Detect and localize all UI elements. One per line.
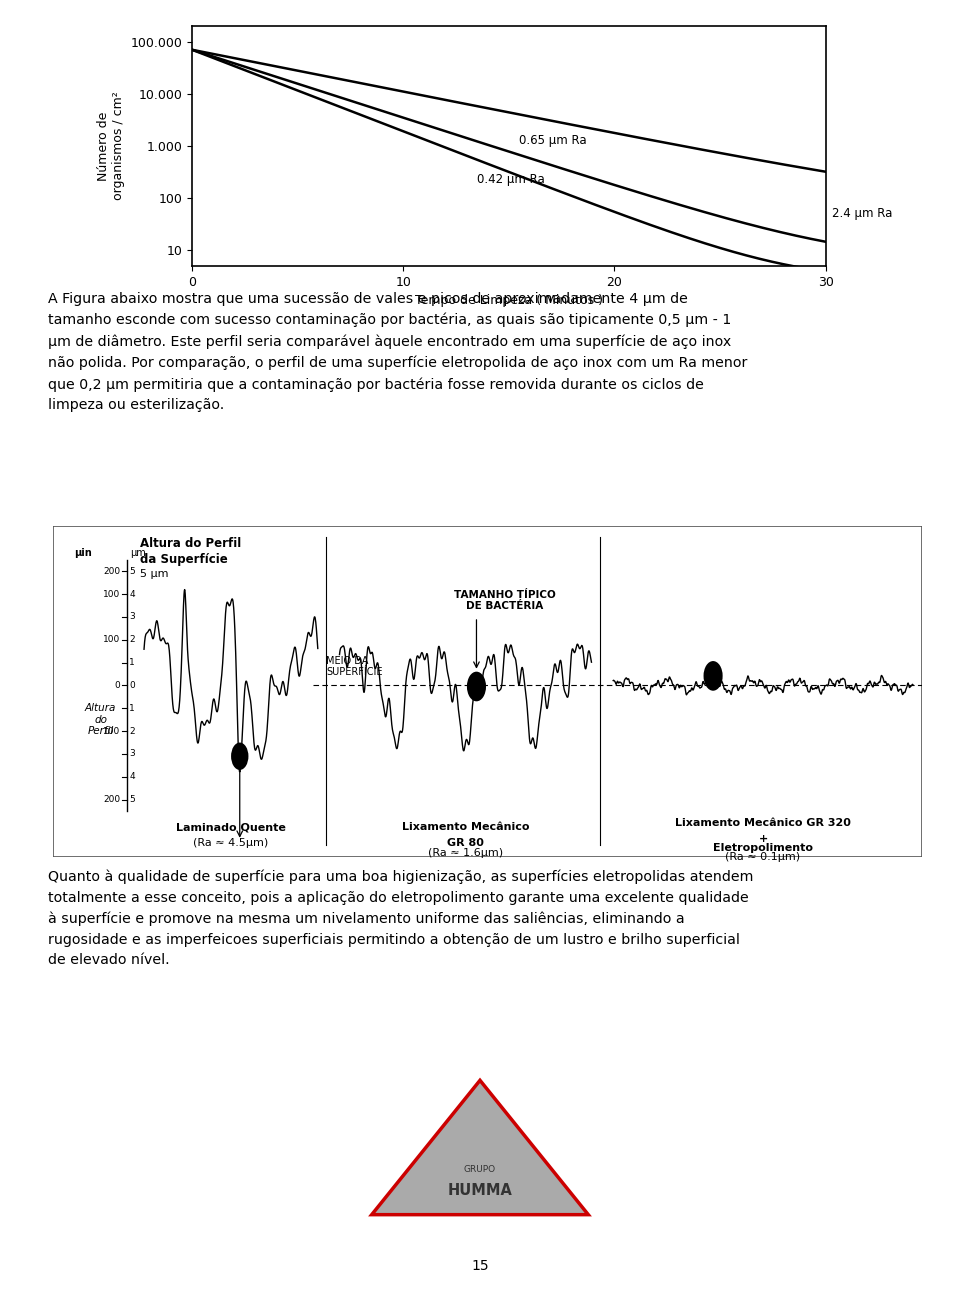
Text: 5: 5 <box>130 567 135 576</box>
Text: Quanto à qualidade de superfície para uma boa higienização, as superfícies eletr: Quanto à qualidade de superfície para um… <box>48 870 754 967</box>
Text: A Figura abaixo mostra que uma sucessão de vales e picos de aproximadamente 4 µm: A Figura abaixo mostra que uma sucessão … <box>48 292 748 413</box>
Text: Lixamento Mecânico GR 320: Lixamento Mecânico GR 320 <box>675 818 851 828</box>
Text: 1: 1 <box>130 704 135 713</box>
Text: 5: 5 <box>130 796 135 805</box>
Text: Laminado Quente: Laminado Quente <box>176 823 286 832</box>
Text: GR 80: GR 80 <box>447 839 484 849</box>
Text: µin: µin <box>74 548 92 558</box>
Text: (Ra ≈ 4.5µm): (Ra ≈ 4.5µm) <box>193 839 269 849</box>
Text: 3: 3 <box>130 613 135 622</box>
Text: 5 µm: 5 µm <box>140 569 168 579</box>
Text: MEIO DA
SUPERFÍCIE: MEIO DA SUPERFÍCIE <box>326 655 383 678</box>
Text: 0.42 µm Ra: 0.42 µm Ra <box>477 174 545 187</box>
Text: 3: 3 <box>130 749 135 758</box>
Text: HUMMA: HUMMA <box>447 1184 513 1198</box>
Ellipse shape <box>467 671 486 701</box>
Text: da Superfície: da Superfície <box>140 553 228 566</box>
Text: 2: 2 <box>130 727 134 736</box>
Text: 100: 100 <box>104 635 121 644</box>
Text: TAMANHO TÍPICO
DE BACTÉRIA: TAMANHO TÍPICO DE BACTÉRIA <box>454 589 556 611</box>
X-axis label: Tempo de Limpeza ( Minutos ): Tempo de Limpeza ( Minutos ) <box>415 295 603 308</box>
Text: 100: 100 <box>104 589 121 598</box>
Text: 4: 4 <box>130 772 134 781</box>
Text: µm: µm <box>131 548 146 558</box>
Ellipse shape <box>231 742 249 770</box>
Ellipse shape <box>704 661 723 691</box>
Text: 200: 200 <box>104 567 121 576</box>
Text: Eletropolimento: Eletropolimento <box>713 842 813 853</box>
Text: Lixamento Mecânico: Lixamento Mecânico <box>401 823 529 832</box>
Text: GRUPO: GRUPO <box>464 1166 496 1175</box>
Text: 0.65 µm Ra: 0.65 µm Ra <box>519 134 587 147</box>
Text: 0: 0 <box>130 681 135 691</box>
Text: 4: 4 <box>130 589 134 598</box>
Text: Altura do Perfil: Altura do Perfil <box>140 537 241 550</box>
Y-axis label: Número de
organismos / cm²: Número de organismos / cm² <box>97 92 125 200</box>
Text: 2: 2 <box>130 635 134 644</box>
Text: 100: 100 <box>104 727 121 736</box>
Text: +: + <box>758 833 768 844</box>
Text: 1: 1 <box>130 658 135 667</box>
Text: Altura
do
Perfil: Altura do Perfil <box>84 704 116 736</box>
Text: 0: 0 <box>115 681 121 691</box>
Polygon shape <box>372 1080 588 1215</box>
Text: (Ra ≈ 1.6µm): (Ra ≈ 1.6µm) <box>428 848 503 858</box>
Text: 200: 200 <box>104 796 121 805</box>
Text: 15: 15 <box>471 1259 489 1272</box>
Text: 2.4 µm Ra: 2.4 µm Ra <box>832 208 892 221</box>
Text: (Ra ≈ 0.1µm): (Ra ≈ 0.1µm) <box>726 851 801 862</box>
